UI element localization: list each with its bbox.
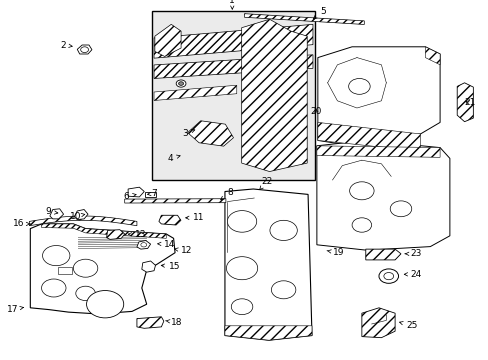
Polygon shape (154, 85, 236, 100)
Polygon shape (365, 249, 400, 260)
Polygon shape (106, 230, 124, 239)
Polygon shape (317, 122, 420, 151)
Text: 17: 17 (6, 305, 23, 314)
Polygon shape (142, 261, 155, 272)
Circle shape (349, 182, 373, 200)
Text: 25: 25 (399, 321, 416, 330)
Text: 23: 23 (405, 249, 421, 258)
Polygon shape (77, 45, 92, 54)
Text: 18: 18 (165, 318, 183, 327)
Circle shape (42, 246, 70, 266)
Text: 14: 14 (157, 240, 175, 248)
Text: 22: 22 (259, 177, 272, 189)
Polygon shape (187, 121, 233, 146)
Text: 15: 15 (161, 262, 180, 271)
Polygon shape (425, 47, 439, 65)
Polygon shape (154, 55, 312, 78)
Polygon shape (124, 199, 225, 203)
Circle shape (231, 299, 252, 315)
Circle shape (176, 80, 185, 87)
Polygon shape (159, 215, 181, 225)
Polygon shape (58, 267, 72, 274)
Text: 11: 11 (185, 213, 204, 222)
Text: 3: 3 (182, 129, 194, 138)
Text: 2: 2 (60, 40, 72, 49)
Polygon shape (145, 192, 155, 197)
Text: 6: 6 (123, 192, 136, 201)
Polygon shape (50, 209, 63, 219)
Circle shape (76, 286, 95, 301)
Text: 8: 8 (220, 188, 232, 200)
Circle shape (271, 281, 295, 299)
Text: 10: 10 (70, 212, 84, 221)
Polygon shape (224, 326, 311, 340)
Text: 21: 21 (464, 98, 475, 107)
Circle shape (227, 211, 256, 232)
Text: 1: 1 (229, 0, 235, 9)
Circle shape (178, 82, 183, 85)
Text: 5: 5 (313, 7, 325, 19)
Circle shape (86, 291, 123, 318)
Polygon shape (317, 47, 439, 146)
Polygon shape (456, 83, 472, 122)
Text: 24: 24 (404, 270, 421, 279)
Polygon shape (154, 24, 312, 58)
Circle shape (348, 78, 369, 94)
Circle shape (81, 47, 88, 53)
Text: 13: 13 (128, 230, 146, 239)
Text: 4: 4 (167, 154, 180, 163)
Text: 7: 7 (147, 189, 157, 198)
Text: 12: 12 (174, 246, 192, 256)
Bar (151, 11, 315, 180)
Circle shape (351, 218, 371, 232)
Polygon shape (41, 224, 166, 238)
Polygon shape (361, 308, 394, 338)
Polygon shape (155, 24, 181, 57)
Circle shape (41, 279, 66, 297)
Text: 20: 20 (310, 107, 321, 116)
Polygon shape (74, 210, 88, 220)
Circle shape (378, 269, 398, 283)
Circle shape (383, 273, 393, 280)
Polygon shape (128, 187, 144, 197)
Polygon shape (137, 240, 150, 249)
Text: 9: 9 (45, 207, 58, 216)
Circle shape (269, 220, 297, 240)
Circle shape (141, 243, 146, 247)
Polygon shape (241, 19, 306, 172)
Polygon shape (244, 14, 364, 24)
Polygon shape (29, 216, 137, 226)
Polygon shape (316, 140, 449, 250)
Circle shape (226, 257, 257, 280)
Polygon shape (316, 146, 439, 157)
Polygon shape (137, 317, 163, 328)
Text: 16: 16 (13, 219, 30, 228)
Polygon shape (224, 189, 311, 340)
Circle shape (73, 259, 98, 277)
Circle shape (389, 201, 411, 217)
Polygon shape (30, 224, 175, 314)
Text: 19: 19 (326, 248, 344, 257)
